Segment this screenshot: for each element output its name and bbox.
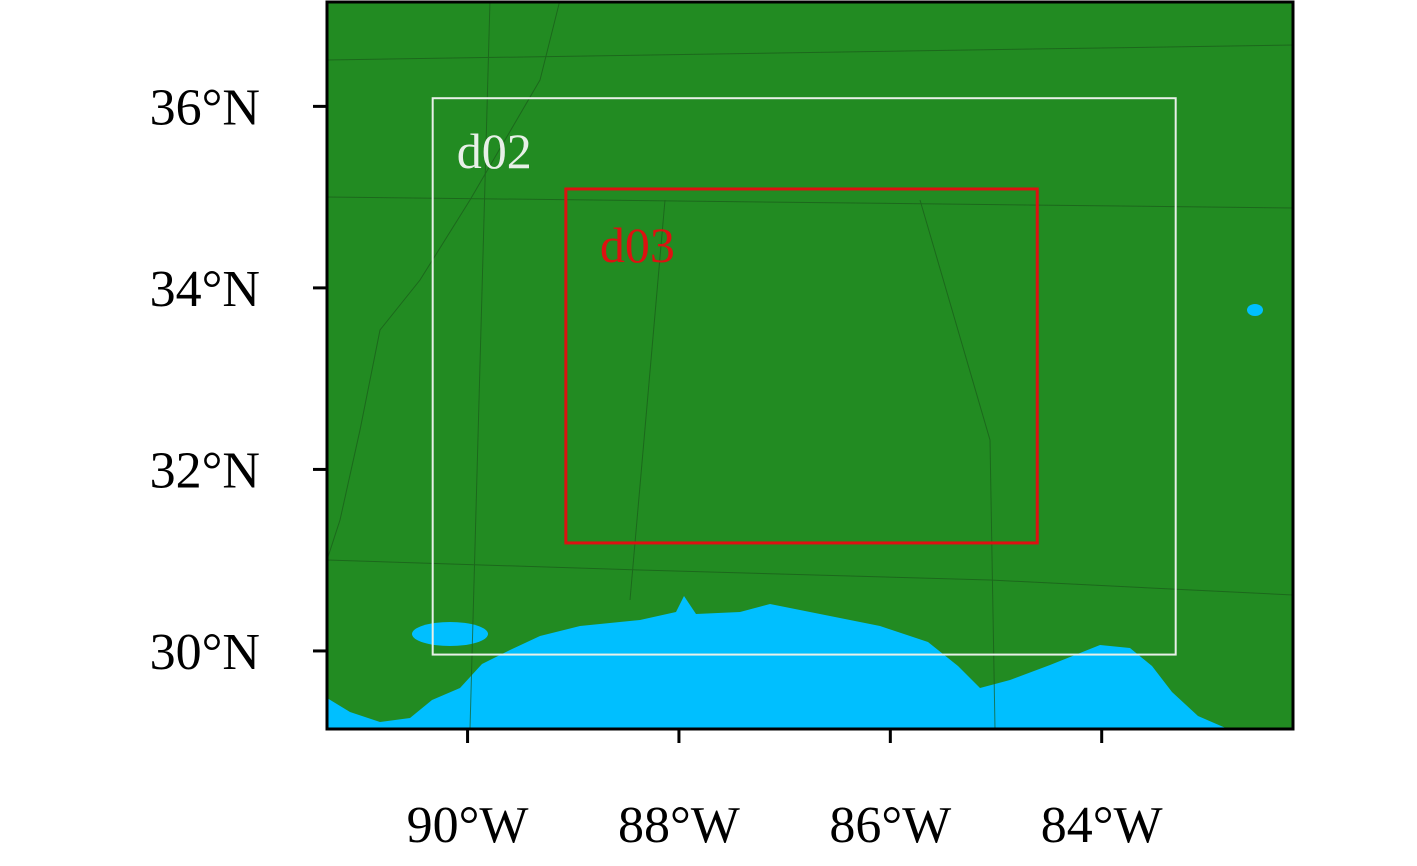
y-tick-label: 32°N [150, 442, 260, 499]
plot-frame [325, 0, 1295, 731]
border [919, 199, 996, 729]
land [327, 2, 1293, 729]
domain-box [431, 97, 1177, 656]
x-tick-label: 84°W [1041, 797, 1163, 854]
y-tick-label: 36°N [150, 79, 260, 136]
border [327, 559, 1293, 596]
border [327, 196, 1293, 209]
y-tick-label: 34°N [150, 261, 260, 318]
domain-label: d03 [600, 217, 675, 273]
domain-box [564, 187, 1039, 545]
lake [412, 622, 488, 646]
x-tick-label: 88°W [618, 797, 740, 854]
border [327, 2, 561, 561]
water [327, 304, 1263, 729]
x-tick-label: 86°W [829, 797, 951, 854]
border [469, 2, 491, 729]
lake [1247, 304, 1263, 316]
map-area: d02 d03 [327, 2, 1293, 729]
borders [327, 2, 1293, 729]
gulf [327, 596, 1228, 729]
domain-label: d02 [457, 123, 532, 179]
border [629, 199, 666, 601]
x-tick-label: 90°W [407, 797, 529, 854]
y-tick-label: 30°N [150, 624, 260, 681]
